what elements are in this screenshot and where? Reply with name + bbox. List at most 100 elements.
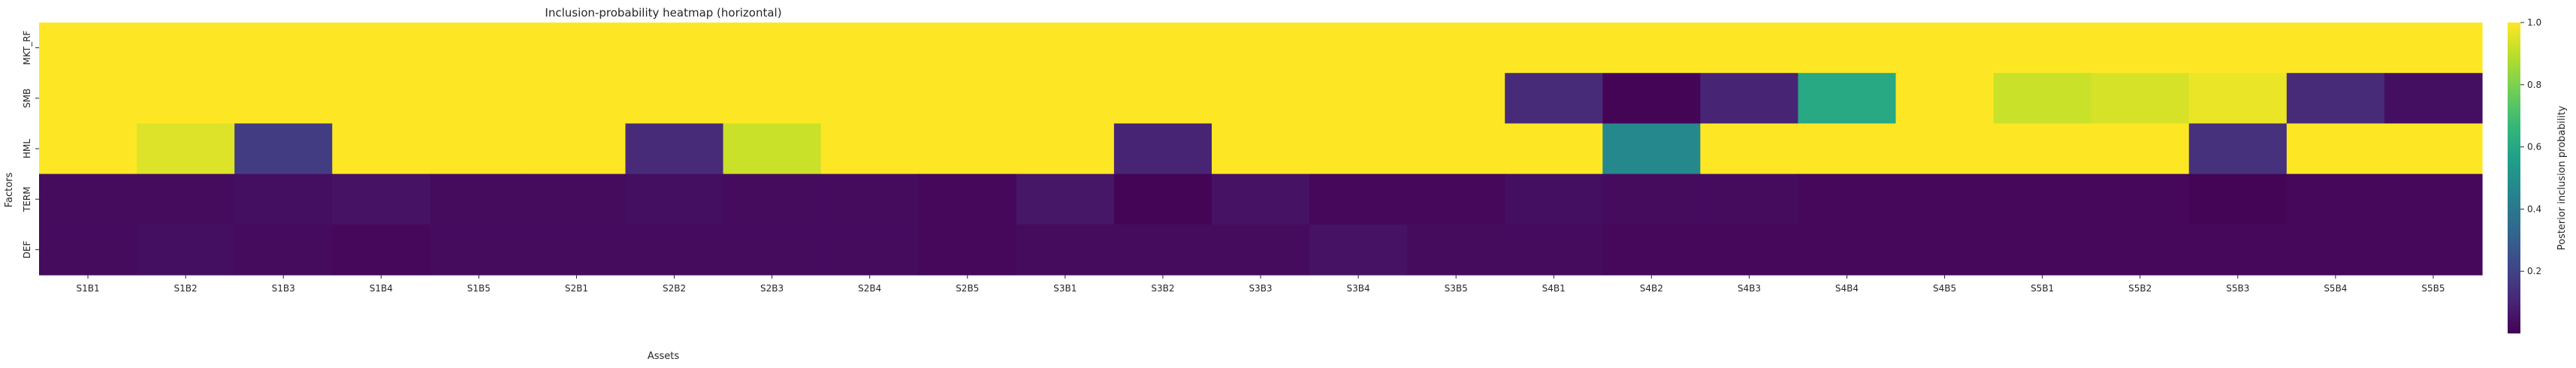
heatmap-cell-MKT_RF-S4B2 bbox=[1602, 23, 1701, 74]
heatmap-cell-HML-S2B5 bbox=[918, 123, 1017, 175]
colorbar-tick-label: 0.4 bbox=[2527, 204, 2541, 214]
heatmap-cell-DEF-S1B2 bbox=[137, 224, 235, 276]
x-tick-label: S2B2 bbox=[663, 283, 686, 294]
x-axis-label: Assets bbox=[648, 351, 680, 362]
x-tick-label: S4B3 bbox=[1738, 283, 1761, 294]
heatmap-cell-HML-S2B3 bbox=[723, 123, 822, 175]
heatmap-cell-SMB-S5B3 bbox=[2188, 73, 2288, 124]
heatmap-cell-TERM-S5B3 bbox=[2188, 173, 2288, 225]
heatmap-cell-DEF-S2B4 bbox=[820, 224, 920, 276]
heatmap-cell-SMB-S4B4 bbox=[1798, 73, 1897, 124]
heatmap-cell-TERM-S4B4 bbox=[1798, 173, 1897, 225]
heatmap-cell-SMB-S5B5 bbox=[2384, 73, 2483, 124]
heatmap-cell-HML-S5B5 bbox=[2384, 123, 2483, 175]
heatmap-cell-TERM-S4B5 bbox=[1895, 173, 1995, 225]
heatmap-cell-HML-S3B4 bbox=[1309, 123, 1408, 175]
heatmap-cell-DEF-S5B5 bbox=[2384, 224, 2483, 276]
colorbar-tick-label: 0.6 bbox=[2527, 142, 2541, 152]
x-tick-label: S1B3 bbox=[272, 283, 295, 294]
heatmap-cell-SMB-S1B5 bbox=[430, 73, 528, 124]
heatmap-cell-SMB-S4B5 bbox=[1895, 73, 1995, 124]
heatmap-cell-MKT_RF-S4B4 bbox=[1798, 23, 1897, 74]
x-tick-label: S4B4 bbox=[1835, 283, 1859, 294]
heatmap-cell-TERM-S3B5 bbox=[1407, 173, 1505, 225]
heatmap-cell-MKT_RF-S3B3 bbox=[1211, 23, 1310, 74]
heatmap-cell-SMB-S4B3 bbox=[1700, 73, 1799, 124]
x-tick-label: S3B1 bbox=[1053, 283, 1077, 294]
heatmap-cell-DEF-S4B4 bbox=[1798, 224, 1897, 276]
heatmap-cell-HML-S2B2 bbox=[625, 123, 724, 175]
heatmap-cell-DEF-S1B4 bbox=[332, 224, 430, 276]
heatmap-cell-MKT_RF-S1B3 bbox=[234, 23, 333, 74]
heatmap-cell-HML-S1B3 bbox=[234, 123, 333, 175]
heatmap-cell-TERM-S2B3 bbox=[723, 173, 822, 225]
heatmap-cell-DEF-S3B4 bbox=[1309, 224, 1408, 276]
x-tick-label: S5B5 bbox=[2421, 283, 2445, 294]
heatmap-cell-TERM-S5B1 bbox=[1993, 173, 2092, 225]
heatmap-cell-DEF-S3B5 bbox=[1407, 224, 1505, 276]
heatmap-cell-HML-S5B1 bbox=[1993, 123, 2092, 175]
heatmap-cell-SMB-S5B1 bbox=[1993, 73, 2092, 124]
heatmap-cell-DEF-S4B1 bbox=[1505, 224, 1603, 276]
heatmap-cell-TERM-S1B3 bbox=[234, 173, 333, 225]
heatmap-cell-HML-S4B4 bbox=[1798, 123, 1897, 175]
heatmap-cell-HML-S2B4 bbox=[820, 123, 920, 175]
heatmap-cell-SMB-S3B4 bbox=[1309, 73, 1408, 124]
heatmap-cell-MKT_RF-S2B2 bbox=[625, 23, 724, 74]
heatmap-cell-TERM-S1B2 bbox=[137, 173, 235, 225]
heatmap-cell-MKT_RF-S2B3 bbox=[723, 23, 822, 74]
x-tick-label: S5B1 bbox=[2031, 283, 2054, 294]
heatmap-cell-HML-S5B3 bbox=[2188, 123, 2288, 175]
heatmap-cell-MKT_RF-S4B3 bbox=[1700, 23, 1799, 74]
heatmap-cell-DEF-S3B3 bbox=[1211, 224, 1310, 276]
x-tick-label: S3B4 bbox=[1347, 283, 1370, 294]
heatmap-cell-SMB-S1B1 bbox=[39, 73, 137, 124]
heatmap-cell-TERM-S2B1 bbox=[527, 173, 627, 225]
x-tick-label: S2B4 bbox=[858, 283, 881, 294]
heatmap-cell-SMB-S2B5 bbox=[918, 73, 1017, 124]
x-tick-label: S2B3 bbox=[760, 283, 784, 294]
heatmap-cell-MKT_RF-S1B1 bbox=[39, 23, 137, 74]
heatmap-cell-DEF-S1B3 bbox=[234, 224, 333, 276]
colorbar bbox=[2508, 23, 2520, 333]
chart-title: Inclusion-probability heatmap (horizonta… bbox=[545, 6, 781, 20]
y-axis-label: Factors bbox=[4, 172, 15, 207]
heatmap-cell-TERM-S1B1 bbox=[39, 173, 137, 225]
heatmap-cell-TERM-S5B2 bbox=[2091, 173, 2190, 225]
heatmap-cell-TERM-S5B5 bbox=[2384, 173, 2483, 225]
x-tick-label: S1B1 bbox=[76, 283, 99, 294]
x-tick-label: S1B4 bbox=[370, 283, 393, 294]
heatmap-cell-TERM-S2B2 bbox=[625, 173, 724, 225]
x-tick-label: S5B3 bbox=[2226, 283, 2249, 294]
x-tick-label: S4B1 bbox=[1542, 283, 1566, 294]
heatmap-cell-MKT_RF-S3B5 bbox=[1407, 23, 1505, 74]
heatmap-cell-DEF-S3B2 bbox=[1113, 224, 1213, 276]
heatmap-cell-DEF-S4B2 bbox=[1602, 224, 1701, 276]
heatmap-cell-MKT_RF-S5B4 bbox=[2286, 23, 2385, 74]
heatmap-cell-HML-S1B2 bbox=[137, 123, 235, 175]
heatmap-cell-TERM-S1B5 bbox=[430, 173, 528, 225]
heatmap-cell-MKT_RF-S1B4 bbox=[332, 23, 430, 74]
heatmap-cell-DEF-S5B1 bbox=[1993, 224, 2092, 276]
heatmap-cell-TERM-S4B3 bbox=[1700, 173, 1799, 225]
colorbar-ticks: 0.2 0.4 0.6 0.8 1.0 bbox=[2520, 17, 2541, 276]
heatmap-cell-DEF-S2B1 bbox=[527, 224, 627, 276]
heatmap-cell-TERM-S2B5 bbox=[918, 173, 1017, 225]
colorbar-tick-label: 0.8 bbox=[2527, 80, 2541, 90]
heatmap-cell-MKT_RF-S1B2 bbox=[137, 23, 235, 74]
heatmap-cell-MKT_RF-S2B1 bbox=[527, 23, 627, 74]
heatmap-cell-HML-S4B5 bbox=[1895, 123, 1995, 175]
heatmap-cell-SMB-S3B1 bbox=[1016, 73, 1115, 124]
colorbar-tick-label: 1.0 bbox=[2527, 17, 2541, 28]
colorbar-label: Posterior inclusion probability bbox=[2556, 105, 2568, 250]
heatmap-cell-SMB-S1B2 bbox=[137, 73, 235, 124]
heatmap-cell-DEF-S2B2 bbox=[625, 224, 724, 276]
heatmap-cell-DEF-S3B1 bbox=[1016, 224, 1115, 276]
heatmap-cell-HML-S3B1 bbox=[1016, 123, 1115, 175]
heatmap-cell-HML-S1B4 bbox=[332, 123, 430, 175]
heatmap-cell-DEF-S4B3 bbox=[1700, 224, 1799, 276]
heatmap-cell-SMB-S5B4 bbox=[2286, 73, 2385, 124]
y-tick-label: TERM bbox=[22, 186, 32, 213]
heatmap-cell-MKT_RF-S2B5 bbox=[918, 23, 1017, 74]
x-tick-label: S5B4 bbox=[2324, 283, 2347, 294]
